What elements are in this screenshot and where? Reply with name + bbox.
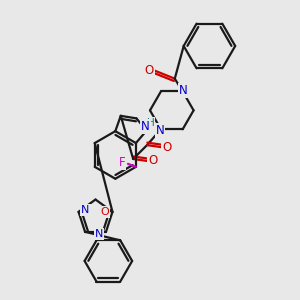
- Text: O: O: [148, 154, 158, 167]
- Text: N: N: [141, 120, 150, 133]
- Text: H: H: [147, 118, 154, 128]
- Text: N: N: [155, 124, 164, 137]
- Text: O: O: [162, 141, 172, 154]
- Text: N: N: [179, 84, 188, 97]
- Text: N: N: [95, 229, 103, 239]
- Text: O: O: [100, 207, 109, 217]
- Text: N: N: [81, 205, 90, 215]
- Text: O: O: [144, 64, 154, 77]
- Text: F: F: [119, 156, 125, 170]
